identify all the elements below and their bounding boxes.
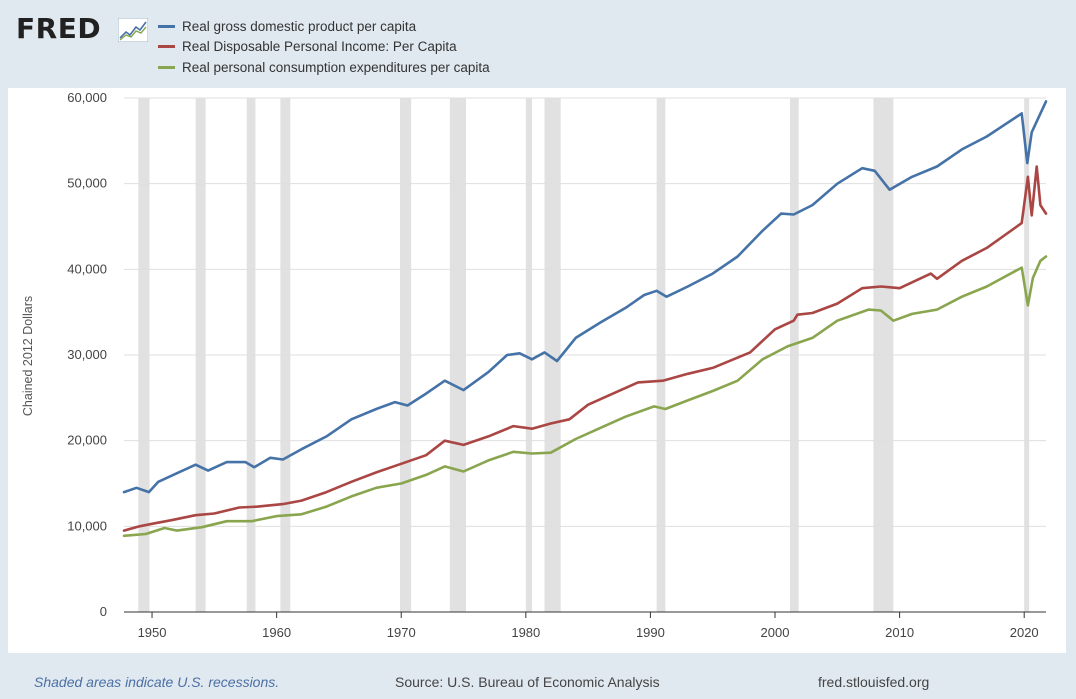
x-tick-label: 1990 bbox=[636, 625, 665, 640]
chart-legend: Real gross domestic product per capita R… bbox=[158, 16, 490, 78]
y-axis-label: Chained 2012 Dollars bbox=[21, 295, 35, 417]
legend-label-consumption: Real personal consumption expenditures p… bbox=[182, 59, 490, 75]
y-tick-label: 60,000 bbox=[67, 90, 107, 105]
y-tick-label: 20,000 bbox=[67, 433, 107, 448]
series-lines bbox=[122, 100, 1048, 538]
y-tick-label: 30,000 bbox=[67, 347, 107, 362]
x-tick-label: 2010 bbox=[885, 625, 914, 640]
series-line-consumption[interactable] bbox=[122, 255, 1048, 538]
legend-swatch-consumption bbox=[158, 65, 175, 69]
x-tick-label: 1960 bbox=[262, 625, 291, 640]
fred-chart-icon bbox=[118, 18, 148, 42]
legend-item-income[interactable]: Real Disposable Personal Income: Per Cap… bbox=[158, 37, 490, 58]
y-tick-label: 10,000 bbox=[67, 518, 107, 533]
x-tick-label: 2000 bbox=[761, 625, 790, 640]
legend-item-consumption[interactable]: Real personal consumption expenditures p… bbox=[158, 57, 490, 78]
fred-logo[interactable]: FRED bbox=[16, 12, 102, 45]
y-tick-label: 0 bbox=[100, 604, 107, 619]
source-text: Source: U.S. Bureau of Economic Analysis bbox=[395, 674, 660, 690]
gridlines bbox=[124, 97, 1046, 527]
x-tick-label: 2020 bbox=[1010, 625, 1039, 640]
legend-label-gdp: Real gross domestic product per capita bbox=[182, 18, 417, 34]
legend-swatch-gdp bbox=[158, 24, 175, 28]
x-tick-label: 1970 bbox=[387, 625, 416, 640]
y-tick-label: 50,000 bbox=[67, 176, 107, 191]
legend-label-income: Real Disposable Personal Income: Per Cap… bbox=[182, 39, 457, 55]
site-link[interactable]: fred.stlouisfed.org bbox=[818, 674, 930, 690]
recession-note: Shaded areas indicate U.S. recessions. bbox=[34, 674, 280, 690]
y-tick-label: 40,000 bbox=[67, 261, 107, 276]
series-line-gdp[interactable] bbox=[122, 100, 1048, 494]
legend-swatch-income bbox=[158, 45, 175, 49]
legend-item-gdp[interactable]: Real gross domestic product per capita bbox=[158, 16, 490, 37]
plot-panel bbox=[8, 88, 1066, 653]
x-tick-label: 1950 bbox=[138, 625, 167, 640]
series-line-income[interactable] bbox=[122, 165, 1048, 532]
x-tick-label: 1980 bbox=[511, 625, 540, 640]
axis-ticks: 0 10,000 20,000 30,000 40,000 50,000 60,000 195… bbox=[67, 90, 1038, 640]
